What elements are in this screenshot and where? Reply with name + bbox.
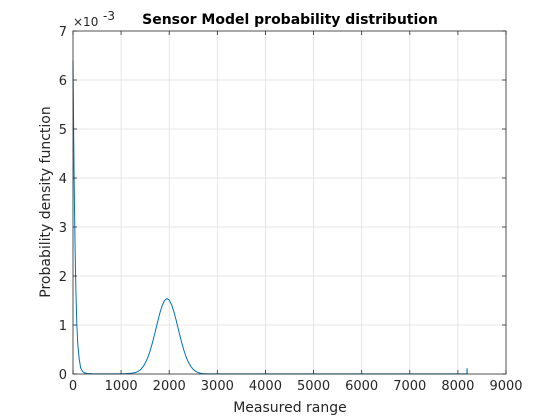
ticks: 0 1000 2000 3000 4000 5000 6000 7000 8000 9000 0 1 2… xyxy=(59,25,523,394)
grid xyxy=(73,31,506,374)
x-tick-label: 8000 xyxy=(441,379,474,394)
x-tick-label: 5000 xyxy=(297,379,330,394)
x-tick-label: 1000 xyxy=(105,379,138,394)
x-tick-label: 3000 xyxy=(201,379,234,394)
chart-title: Sensor Model probability distribution xyxy=(142,12,438,28)
y-tick-label: 7 xyxy=(59,25,67,40)
y-tick-label: 3 xyxy=(59,221,67,236)
x-axis-label: Measured range xyxy=(233,400,347,416)
axes-box xyxy=(72,30,507,375)
x-tick-label: 9000 xyxy=(489,379,522,394)
y-axis-label: Probability density function xyxy=(38,106,54,297)
y-exponent-power: -3 xyxy=(103,9,115,23)
y-tick-label: 1 xyxy=(59,319,67,334)
y-exponent-label: ×10 xyxy=(73,15,98,29)
y-tick-label: 6 xyxy=(59,74,67,89)
x-tick-label: 6000 xyxy=(345,379,378,394)
y-tick-label: 5 xyxy=(59,123,67,138)
y-tick-label: 2 xyxy=(59,270,67,285)
x-tick-label: 7000 xyxy=(393,379,426,394)
x-tick-label: 0 xyxy=(69,379,77,394)
x-tick-label: 4000 xyxy=(249,379,282,394)
y-tick-label: 0 xyxy=(59,368,67,383)
plot-area xyxy=(73,31,506,374)
x-tick-label: 2000 xyxy=(153,379,186,394)
y-tick-label: 4 xyxy=(59,172,67,187)
